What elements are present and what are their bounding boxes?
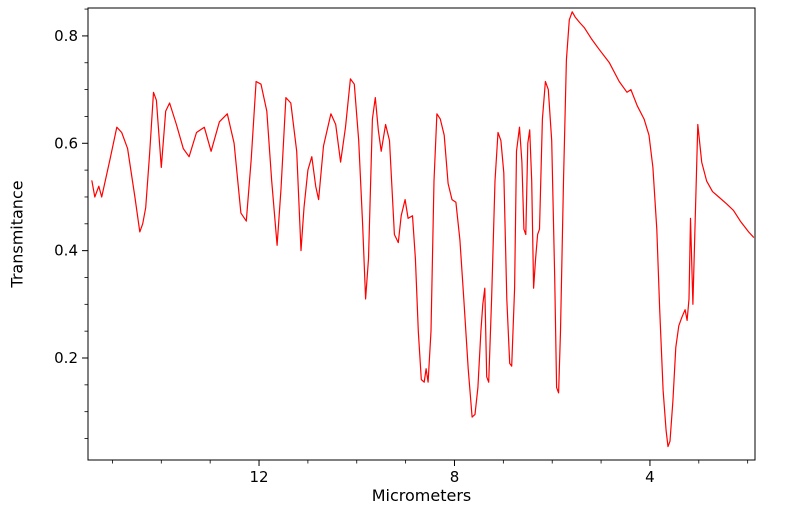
y-axis-label: Transmitance: [7, 180, 27, 288]
y-tick-label: 0.4: [54, 242, 78, 260]
y-tick-label: 0.8: [54, 27, 78, 45]
x-tick-label: 8: [450, 468, 460, 486]
y-tick-label: 0.6: [54, 134, 78, 152]
spectrum-line: [91, 11, 755, 448]
y-tick-label: 0.2: [54, 349, 78, 367]
x-tick-label: 12: [249, 468, 268, 486]
x-tick-label: 4: [645, 468, 655, 486]
axes-border: [87, 7, 756, 461]
x-axis-label: Micrometers: [371, 486, 472, 505]
